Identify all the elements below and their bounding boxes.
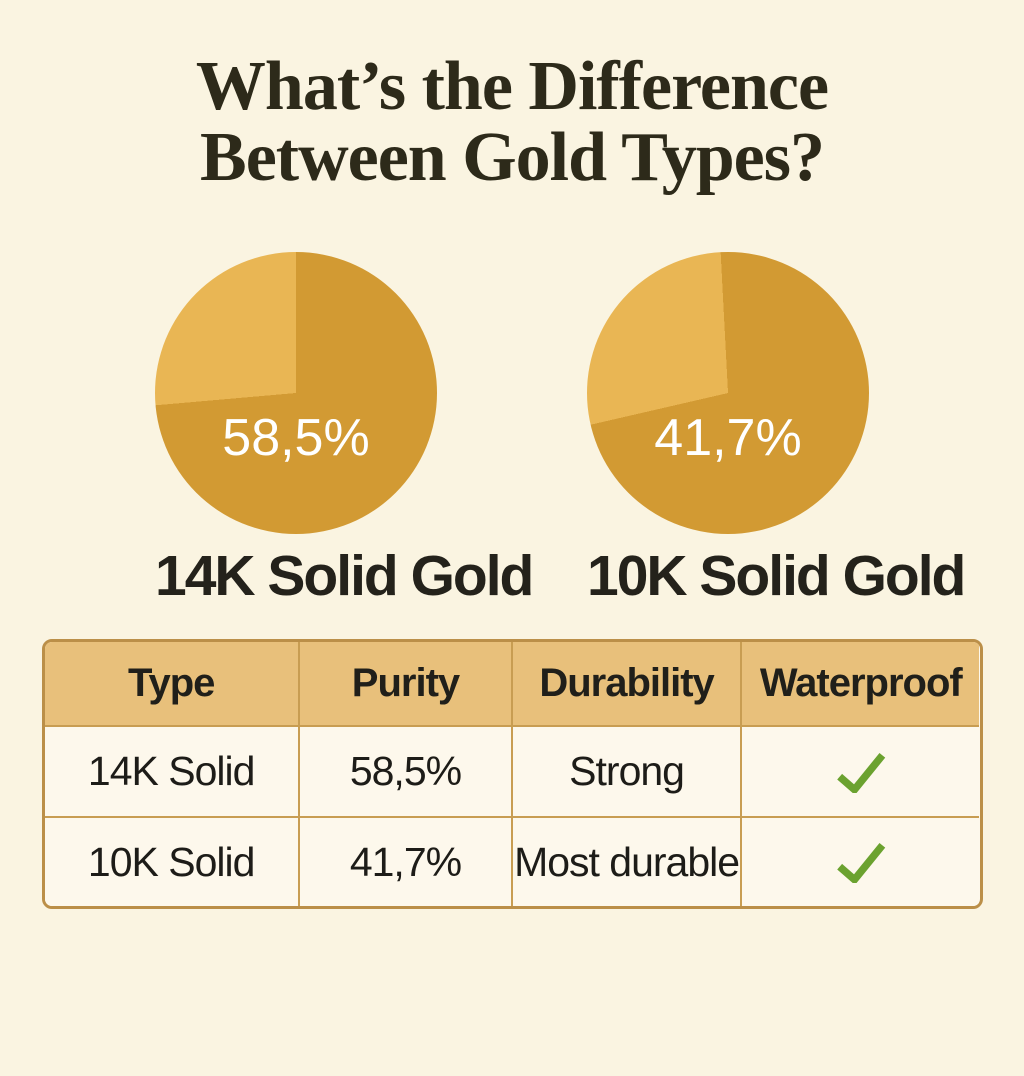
table-cell-waterproof-10k [740, 816, 980, 907]
table-header-type: Type [44, 642, 298, 726]
title-line-1: What’s the Difference [195, 48, 829, 125]
pie-caption-14k: 14K Solid Gold [155, 544, 534, 609]
table-cell-type-14k: 14K Solid [44, 725, 298, 817]
table-cell-purity-14k: 58,5% [297, 725, 512, 817]
title-line-2: Between Gold Types? [200, 118, 825, 196]
table-cell-durability-10k: Most durable [511, 816, 741, 907]
comparison-table: Type Purity Durability Waterproof 14K So… [41, 639, 983, 910]
pie-value-label-14k: 58,5% [222, 409, 370, 468]
infographic-canvas: What’s the Difference Between Gold Types… [0, 48, 1024, 910]
pie-charts-row: 58,5% 14K Solid Gold 41,7% 10K Solid Gol… [0, 252, 1024, 605]
table-cell-durability-14k: Strong [511, 725, 741, 817]
pie-block-10k-gold: 41,7% 10K Solid Gold [587, 252, 966, 609]
pie-chart-10k-gold: 41,7% [587, 252, 869, 535]
table-cell-waterproof-14k [740, 725, 980, 817]
table-cell-purity-10k: 41,7% [297, 816, 512, 907]
pie-caption-10k: 10K Solid Gold [587, 544, 966, 609]
table-header-waterproof: Waterproof [740, 642, 980, 726]
table-header-durability: Durability [511, 642, 741, 726]
table-cell-type-10k: 10K Solid [44, 816, 298, 907]
checkmark-icon [836, 843, 886, 884]
pie-block-14k-gold: 58,5% 14K Solid Gold [155, 252, 534, 609]
pie-value-label-10k: 41,7% [654, 409, 802, 468]
table-header-purity: Purity [297, 642, 512, 726]
page-title: What’s the Difference Between Gold Types… [0, 48, 1024, 196]
pie-chart-14k-gold: 58,5% [155, 252, 437, 535]
checkmark-icon [836, 752, 886, 793]
